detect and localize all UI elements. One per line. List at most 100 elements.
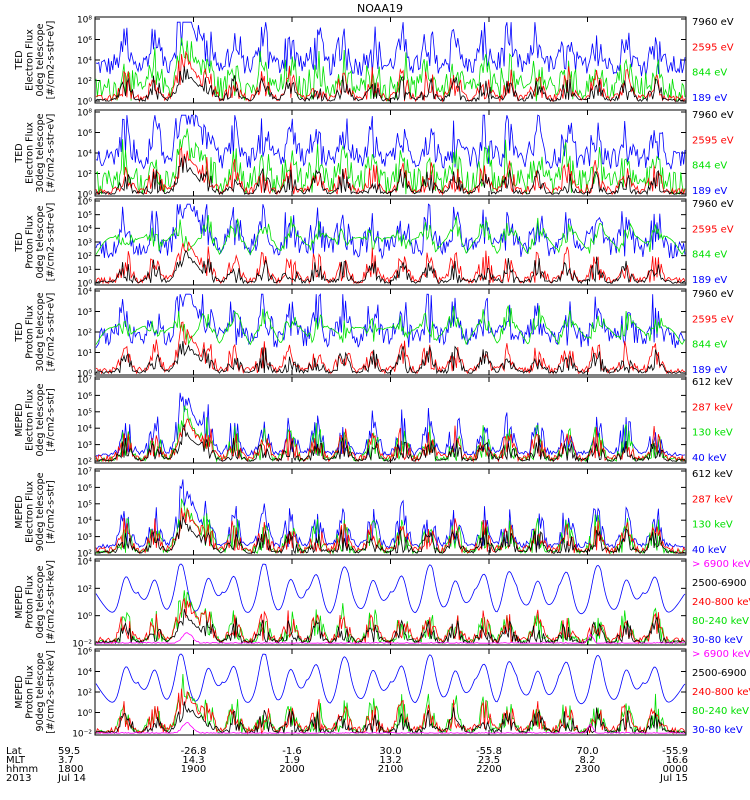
series-blue — [95, 21, 686, 77]
legend-entry: 40 keV — [692, 453, 726, 464]
legend-entry: 240-800 keV — [692, 597, 750, 608]
y-tick-label: 10⁷ — [77, 468, 92, 478]
series-green — [95, 405, 686, 463]
x-tick-label: 1.9 — [284, 755, 300, 766]
series-blue — [95, 392, 686, 458]
y-axis-label-line: Proton Flux — [25, 665, 36, 719]
chart-title: NOAA19 — [357, 2, 403, 15]
x-tick-label: 0000 — [663, 764, 688, 775]
legend-entry: 7960 eV — [692, 17, 734, 28]
y-tick-label: 10⁴ — [77, 150, 92, 160]
y-axis-label-line: TED — [14, 50, 25, 70]
y-tick-label: 10⁰ — [77, 191, 92, 201]
y-axis-label-line: [#/cm2-s-str] — [46, 388, 57, 451]
y-axis-label-line: [#/cm2-s-str] — [46, 480, 57, 543]
y-axis-label-line: Proton Flux — [25, 575, 36, 629]
series-red — [95, 321, 686, 375]
series-black — [95, 516, 686, 555]
y-tick-label: 10² — [77, 329, 92, 339]
y-tick-label: 10² — [77, 252, 92, 262]
x-row-label: MLT — [6, 755, 26, 766]
y-tick-label: 10³ — [77, 441, 92, 451]
legend-entry: 80-240 keV — [692, 706, 749, 717]
x-tick-label: 2300 — [575, 764, 600, 775]
panel-7: 10⁴ 10² 10⁰ 10⁻² MEPEDProton Flux0deg telesc… — [14, 558, 750, 650]
panel-frame — [94, 109, 687, 197]
y-axis-label-line: [#/cm2-s-str-eV] — [46, 114, 57, 193]
legend-entry: 2595 eV — [692, 224, 734, 235]
y-tick-label: 10⁴ — [77, 57, 92, 67]
x-row-label: Lat — [6, 746, 22, 757]
series-black — [96, 423, 686, 463]
y-axis-label-line: MEPED — [14, 675, 25, 708]
y-tick-label: 10⁴ — [77, 288, 92, 298]
series-magenta — [95, 721, 685, 734]
legend-entry: 2500-6900 — [692, 668, 747, 679]
legend-entry: 844 eV — [692, 340, 727, 351]
legend-entry: 287 keV — [692, 402, 733, 413]
y-axis-label-line: Proton Flux — [25, 215, 36, 269]
y-axis-label-line: TED — [14, 143, 25, 163]
y-tick-label: 10⁻² — [72, 640, 92, 650]
legend-entry: 189 eV — [692, 275, 727, 286]
series-blue — [95, 114, 686, 170]
legend-entry: 844 eV — [692, 250, 727, 261]
series-blue — [95, 293, 686, 349]
y-tick-label: 10⁰ — [77, 370, 92, 380]
y-axis-label-line: TED — [14, 322, 25, 342]
x-tick-label: 1900 — [181, 764, 206, 775]
legend-entry: 40 keV — [692, 545, 726, 556]
y-axis-label-line: MEPED — [14, 403, 25, 436]
y-axis-label: MEPEDElectron Flux90deg telescope[#/cm2-… — [14, 472, 57, 551]
y-tick-label: 10³ — [77, 533, 92, 543]
y-axis-label-line: MEPED — [14, 585, 25, 618]
x-tick-label: -55.8 — [476, 746, 502, 757]
series-blue — [95, 653, 686, 705]
y-tick-label: 10⁴ — [77, 225, 92, 235]
series-magenta — [96, 632, 686, 644]
y-tick-label: 10⁵ — [77, 500, 92, 510]
series-black — [95, 701, 686, 735]
legend-entry: 844 eV — [692, 161, 727, 172]
panel-5: 10⁷ 10⁶ 10⁵ 10⁴ 10³ 10² MEPEDElectron Flux0deg… — [14, 376, 733, 468]
x-row-label: hhmm — [6, 764, 38, 775]
legend-entry: 7960 eV — [692, 199, 734, 210]
legend-entry: 7960 eV — [692, 110, 734, 121]
y-tick-label: 10⁴ — [77, 517, 92, 527]
y-axis-label-line: [#/cm2-s-str-eV] — [46, 21, 57, 100]
panel-8: 10⁶ 10⁴ 10² 10⁰ 10⁻² MEPEDProton Flux90deg te… — [14, 648, 750, 740]
series-black — [95, 340, 685, 375]
legend-entry: 189 eV — [692, 365, 727, 376]
x-row-label: 2013 — [6, 773, 31, 784]
y-axis-label-line: 90deg telescope — [35, 652, 46, 731]
y-axis-label-line: 30deg telescope — [35, 292, 46, 371]
y-tick-label: 10⁰ — [77, 709, 92, 719]
y-tick-label: 10⁰ — [77, 280, 92, 290]
y-axis-label: TEDElectron Flux30deg telescope[#/cm2-s-… — [14, 113, 57, 192]
y-axis-label: TEDProton Flux0deg telescope[#/cm2-s-str… — [14, 203, 57, 282]
legend-entry: 2500-6900 — [692, 578, 747, 589]
legend-entry: 2595 eV — [692, 42, 734, 53]
y-axis-label-line: [#/cm2-s-str-keV] — [46, 650, 57, 734]
y-tick-label: 10⁶ — [77, 484, 92, 494]
y-tick-label: 10¹ — [77, 349, 92, 359]
x-tick-label: 2100 — [378, 764, 403, 775]
series-green — [95, 498, 686, 555]
y-axis-label: TEDProton Flux30deg telescope[#/cm2-s-st… — [14, 292, 57, 371]
x-tick-label: 14.3 — [182, 755, 204, 766]
series-black — [95, 250, 686, 285]
series-black — [95, 66, 685, 103]
y-tick-label: 10⁷ — [77, 376, 92, 386]
y-axis-label-line: Electron Flux — [25, 122, 36, 184]
series-green — [95, 37, 686, 102]
x-tick-label: 8.2 — [580, 755, 596, 766]
series-red — [95, 146, 686, 196]
y-tick-label: 10⁻² — [72, 730, 92, 740]
legend-entry: 287 keV — [692, 494, 733, 505]
y-axis-label: MEPEDProton Flux90deg telescope[#/cm2-s-… — [14, 650, 57, 734]
x-tick-label: 59.5 — [58, 746, 80, 757]
x-tick-label: Jul 15 — [659, 773, 688, 784]
y-axis-label-line: Proton Flux — [25, 305, 36, 359]
series-red — [95, 507, 686, 555]
series-red — [95, 50, 686, 103]
